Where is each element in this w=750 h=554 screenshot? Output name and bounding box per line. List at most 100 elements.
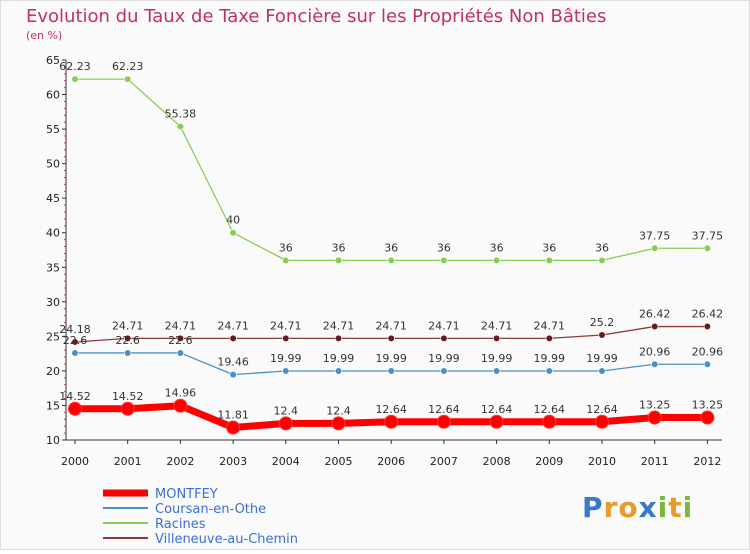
y-tick-label: 60: [46, 89, 60, 102]
data-point-montfey: [489, 414, 504, 429]
y-tick-label: 30: [46, 296, 60, 309]
data-point-racines: [387, 256, 395, 264]
data-label-villeneuve-au-chemin: 24.18: [59, 323, 91, 336]
data-point-racines: [71, 75, 79, 83]
y-tick-label: 35: [46, 261, 60, 274]
y-tick-label: 55: [46, 123, 60, 136]
data-label-racines: 55.38: [165, 107, 197, 120]
y-tick-label: 25: [46, 330, 60, 343]
data-point-villeneuve-au-chemin: [71, 338, 79, 346]
data-point-villeneuve-au-chemin: [545, 334, 553, 342]
y-tick-label: 10: [46, 434, 60, 447]
data-label-montfey: 14.52: [59, 390, 91, 403]
data-label-racines: 36: [384, 241, 398, 254]
data-label-montfey: 12.64: [586, 403, 618, 416]
data-point-montfey: [68, 401, 82, 416]
x-tick-label: 2010: [588, 455, 616, 468]
data-label-montfey: 13.25: [639, 399, 671, 412]
data-point-coursan-en-othe: [71, 349, 79, 357]
data-label-racines: 36: [542, 241, 556, 254]
data-point-coursan-en-othe: [229, 371, 237, 379]
data-label-montfey: 12.4: [274, 404, 299, 417]
data-label-villeneuve-au-chemin: 24.71: [428, 319, 460, 332]
data-label-villeneuve-au-chemin: 26.42: [692, 308, 724, 321]
data-point-villeneuve-au-chemin: [440, 334, 448, 342]
data-point-racines: [124, 75, 132, 83]
data-label-villeneuve-au-chemin: 24.71: [217, 319, 249, 332]
data-label-coursan-en-othe: 20.96: [639, 345, 671, 358]
data-point-racines: [334, 256, 343, 264]
data-label-coursan-en-othe: 19.99: [534, 352, 566, 365]
x-tick-label: 2012: [693, 455, 721, 468]
data-label-coursan-en-othe: 22.6: [115, 334, 140, 347]
data-point-villeneuve-au-chemin: [651, 322, 659, 331]
data-label-racines: 36: [595, 241, 609, 254]
x-tick-label: 2009: [535, 455, 563, 468]
data-point-coursan-en-othe: [493, 367, 501, 375]
data-point-villeneuve-au-chemin: [229, 334, 237, 342]
data-labels: 24.18 24.71 24.71 24.71 24.71 24.71 24.71 24.71…: [59, 60, 723, 421]
data-label-villeneuve-au-chemin: 24.71: [323, 319, 355, 332]
data-point-coursan-en-othe: [598, 367, 606, 375]
legend-label: Racines: [155, 517, 206, 532]
data-label-racines: 37.75: [639, 229, 671, 242]
legend-label: Villeneuve-au-Chemin: [155, 532, 298, 547]
data-point-racines: [176, 122, 184, 131]
y-axis: 10 15 20 25 30 35 40 45 50 55 60 65: [46, 54, 67, 447]
data-label-villeneuve-au-chemin: 24.71: [375, 319, 407, 332]
data-label-villeneuve-au-chemin: 24.71: [270, 319, 302, 332]
data-point-coursan-en-othe: [282, 367, 290, 375]
logo-letter: r: [604, 491, 619, 524]
data-point-villeneuve-au-chemin: [282, 334, 290, 342]
data-point-montfey: [384, 414, 399, 429]
x-tick-label: 2011: [641, 455, 669, 468]
x-tick-label: 2008: [483, 455, 511, 468]
data-label-montfey: 12.64: [481, 403, 513, 416]
data-label-montfey: 12.64: [428, 403, 460, 416]
data-point-coursan-en-othe: [176, 349, 184, 357]
data-label-villeneuve-au-chemin: 26.42: [639, 308, 671, 321]
data-label-racines: 62.23: [59, 60, 91, 73]
data-point-racines: [440, 256, 448, 264]
y-tick-label: 40: [46, 227, 60, 240]
y-tick-label: 45: [46, 192, 60, 205]
data-label-montfey: 12.4: [326, 404, 351, 417]
data-point-villeneuve-au-chemin: [493, 334, 501, 342]
data-point-montfey: [595, 414, 609, 429]
x-tick-label: 2004: [272, 455, 300, 468]
data-label-coursan-en-othe: 19.99: [481, 352, 513, 365]
x-tick-label: 2002: [166, 455, 194, 468]
data-label-racines: 36: [437, 241, 451, 254]
legend-label: Coursan-en-Othe: [155, 502, 266, 517]
data-label-villeneuve-au-chemin: 24.71: [165, 319, 197, 332]
data-point-villeneuve-au-chemin: [703, 322, 712, 331]
data-label-coursan-en-othe: 19.99: [323, 352, 355, 365]
data-point-coursan-en-othe: [387, 367, 395, 375]
x-tick-label: 2006: [377, 455, 405, 468]
data-point-racines: [651, 244, 659, 252]
y-tick-label: 15: [46, 399, 60, 412]
data-label-coursan-en-othe: 19.99: [375, 352, 407, 365]
chart-subtitle: (en %): [26, 29, 62, 42]
data-point-racines: [229, 229, 237, 237]
logo-letter: i: [683, 491, 694, 524]
data-label-coursan-en-othe: 19.99: [428, 352, 460, 365]
data-label-montfey: 14.52: [112, 390, 144, 403]
data-label-racines: 36: [279, 241, 293, 254]
data-label-villeneuve-au-chemin: 25.2: [590, 316, 615, 329]
data-label-villeneuve-au-chemin: 24.71: [112, 319, 144, 332]
data-point-montfey: [173, 398, 188, 413]
logo-letter: P: [582, 491, 604, 524]
data-label-racines: 62.23: [112, 60, 144, 73]
y-tick-label: 65: [46, 54, 60, 67]
data-point-coursan-en-othe: [334, 367, 343, 375]
x-axis: 2000 2001 2002 2003 2004 2005 2006 2007 2008 2009…: [61, 439, 722, 468]
data-point-coursan-en-othe: [440, 367, 448, 375]
logo-letter: o: [618, 491, 638, 524]
data-label-racines: 36: [332, 241, 346, 254]
x-tick-label: 2001: [114, 455, 142, 468]
data-label-coursan-en-othe: 19.46: [217, 356, 249, 369]
data-label-villeneuve-au-chemin: 24.71: [534, 319, 566, 332]
data-point-montfey: [647, 410, 662, 425]
